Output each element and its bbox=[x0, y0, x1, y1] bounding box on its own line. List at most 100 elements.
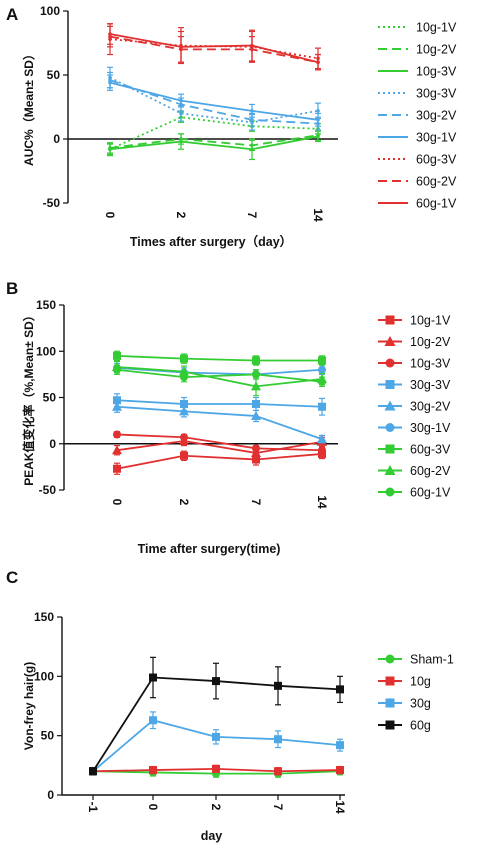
data-point bbox=[250, 147, 254, 152]
legend-label: 30g bbox=[410, 697, 431, 711]
legend-label: 30g-1V bbox=[416, 131, 457, 145]
legend-label: 30g-3V bbox=[416, 87, 457, 101]
data-point bbox=[113, 365, 121, 374]
legend-item: 10g-2V bbox=[378, 43, 457, 57]
x-tick-label: 7 bbox=[245, 212, 259, 219]
x-tick-label: 7 bbox=[249, 499, 263, 506]
data-point bbox=[212, 677, 220, 686]
x-tick-label: 2 bbox=[177, 499, 191, 506]
data-point bbox=[316, 109, 320, 113]
series-60g bbox=[89, 656, 344, 776]
series-line bbox=[109, 35, 319, 64]
data-point bbox=[212, 732, 220, 741]
data-point bbox=[113, 430, 121, 439]
legend-item: 10g-3V bbox=[378, 357, 451, 371]
data-point bbox=[113, 396, 121, 405]
series-line bbox=[116, 368, 323, 383]
legend-label: 10g-1V bbox=[416, 21, 457, 35]
x-tick-label: 2 bbox=[174, 212, 188, 219]
legend-marker bbox=[384, 400, 396, 411]
legend-marker bbox=[385, 676, 395, 686]
data-point bbox=[212, 764, 220, 773]
series-line bbox=[116, 367, 323, 376]
legend-marker bbox=[385, 444, 395, 454]
panel-letter: B bbox=[6, 279, 18, 298]
legend-label: 60g-3V bbox=[416, 153, 457, 167]
data-point bbox=[179, 111, 183, 116]
data-point bbox=[316, 60, 320, 64]
data-point bbox=[336, 766, 344, 775]
legend-marker bbox=[385, 698, 395, 708]
x-tick-label: 14 bbox=[311, 208, 325, 222]
data-point bbox=[112, 401, 122, 411]
legend-item: 60g-1V bbox=[378, 486, 451, 500]
data-point bbox=[336, 685, 344, 694]
data-point bbox=[318, 365, 326, 374]
y-tick-label: 100 bbox=[34, 669, 54, 683]
legend-item: 10g-3V bbox=[378, 65, 457, 79]
data-point bbox=[179, 406, 189, 416]
data-point bbox=[318, 446, 326, 455]
y-tick-label: 100 bbox=[36, 344, 56, 358]
series-30g bbox=[89, 711, 344, 776]
series-30g-1V bbox=[107, 74, 321, 127]
data-point bbox=[317, 434, 327, 444]
legend-label: 60g-2V bbox=[410, 464, 451, 478]
legend-item: 60g-2V bbox=[378, 175, 457, 189]
legend-marker bbox=[385, 487, 395, 497]
data-point bbox=[179, 366, 189, 376]
data-point bbox=[318, 377, 326, 386]
x-tick-label: -1 bbox=[86, 802, 100, 813]
chart-panel-C: C 0 50 100 150 -1 0 2 7 14 day Von-frey hair(g) Sham… bbox=[6, 568, 454, 843]
series-60g-1V bbox=[113, 364, 326, 387]
data-point bbox=[180, 354, 188, 363]
data-point bbox=[108, 32, 112, 36]
data-point bbox=[89, 767, 97, 776]
data-point bbox=[180, 373, 188, 382]
series-line bbox=[116, 354, 322, 362]
data-point bbox=[108, 80, 112, 85]
legend-label: 30g-1V bbox=[410, 421, 451, 435]
series-line bbox=[109, 76, 319, 124]
series-60g-3V bbox=[113, 350, 326, 366]
series-30g-3V bbox=[113, 393, 326, 416]
data-point bbox=[108, 147, 112, 152]
data-point bbox=[318, 356, 326, 365]
legend-label: 60g-1V bbox=[416, 197, 457, 211]
x-tick-label: 0 bbox=[146, 804, 160, 811]
data-point bbox=[252, 444, 260, 453]
data-point bbox=[252, 370, 260, 379]
data-point bbox=[149, 716, 157, 725]
legend-label: 30g-3V bbox=[410, 378, 451, 392]
data-point bbox=[112, 445, 122, 455]
y-tick-label: -50 bbox=[39, 483, 57, 497]
series-line bbox=[109, 33, 319, 64]
data-point bbox=[179, 98, 183, 103]
legend-item: 10g-1V bbox=[378, 314, 451, 328]
legend-label: 10g-3V bbox=[410, 357, 451, 371]
legend-label: 60g bbox=[410, 719, 431, 733]
legend-item: 30g-3V bbox=[378, 87, 457, 101]
data-point bbox=[251, 381, 261, 391]
series-60g-2V bbox=[107, 25, 321, 71]
legend-item: 10g-2V bbox=[378, 335, 451, 349]
series-line bbox=[109, 135, 319, 151]
data-point bbox=[113, 464, 121, 473]
x-tick-label: 14 bbox=[333, 800, 347, 814]
legend: 10g-1V 10g-2V 10g-3V 30g-3V 30g-2V 30g-1V 60g-… bbox=[378, 314, 451, 500]
y-axis-title: PEAK值变化率（%,Mean± SD） bbox=[21, 309, 36, 486]
data-point bbox=[252, 455, 260, 464]
y-tick-label: 150 bbox=[34, 610, 54, 624]
chart-panel-A: A -50 0 50 100 0 2 7 14 Times after surgery（day） A… bbox=[6, 4, 457, 249]
series-line bbox=[116, 433, 323, 452]
legend-item: 30g-2V bbox=[378, 109, 457, 123]
series-10g-3V bbox=[113, 430, 326, 455]
data-point bbox=[250, 43, 254, 48]
data-point bbox=[250, 118, 254, 122]
y-tick-label: 50 bbox=[43, 391, 57, 405]
data-point bbox=[316, 118, 320, 122]
legend-item: 60g-3V bbox=[378, 443, 451, 457]
data-point bbox=[274, 681, 282, 690]
y-tick-label: -50 bbox=[43, 196, 61, 210]
